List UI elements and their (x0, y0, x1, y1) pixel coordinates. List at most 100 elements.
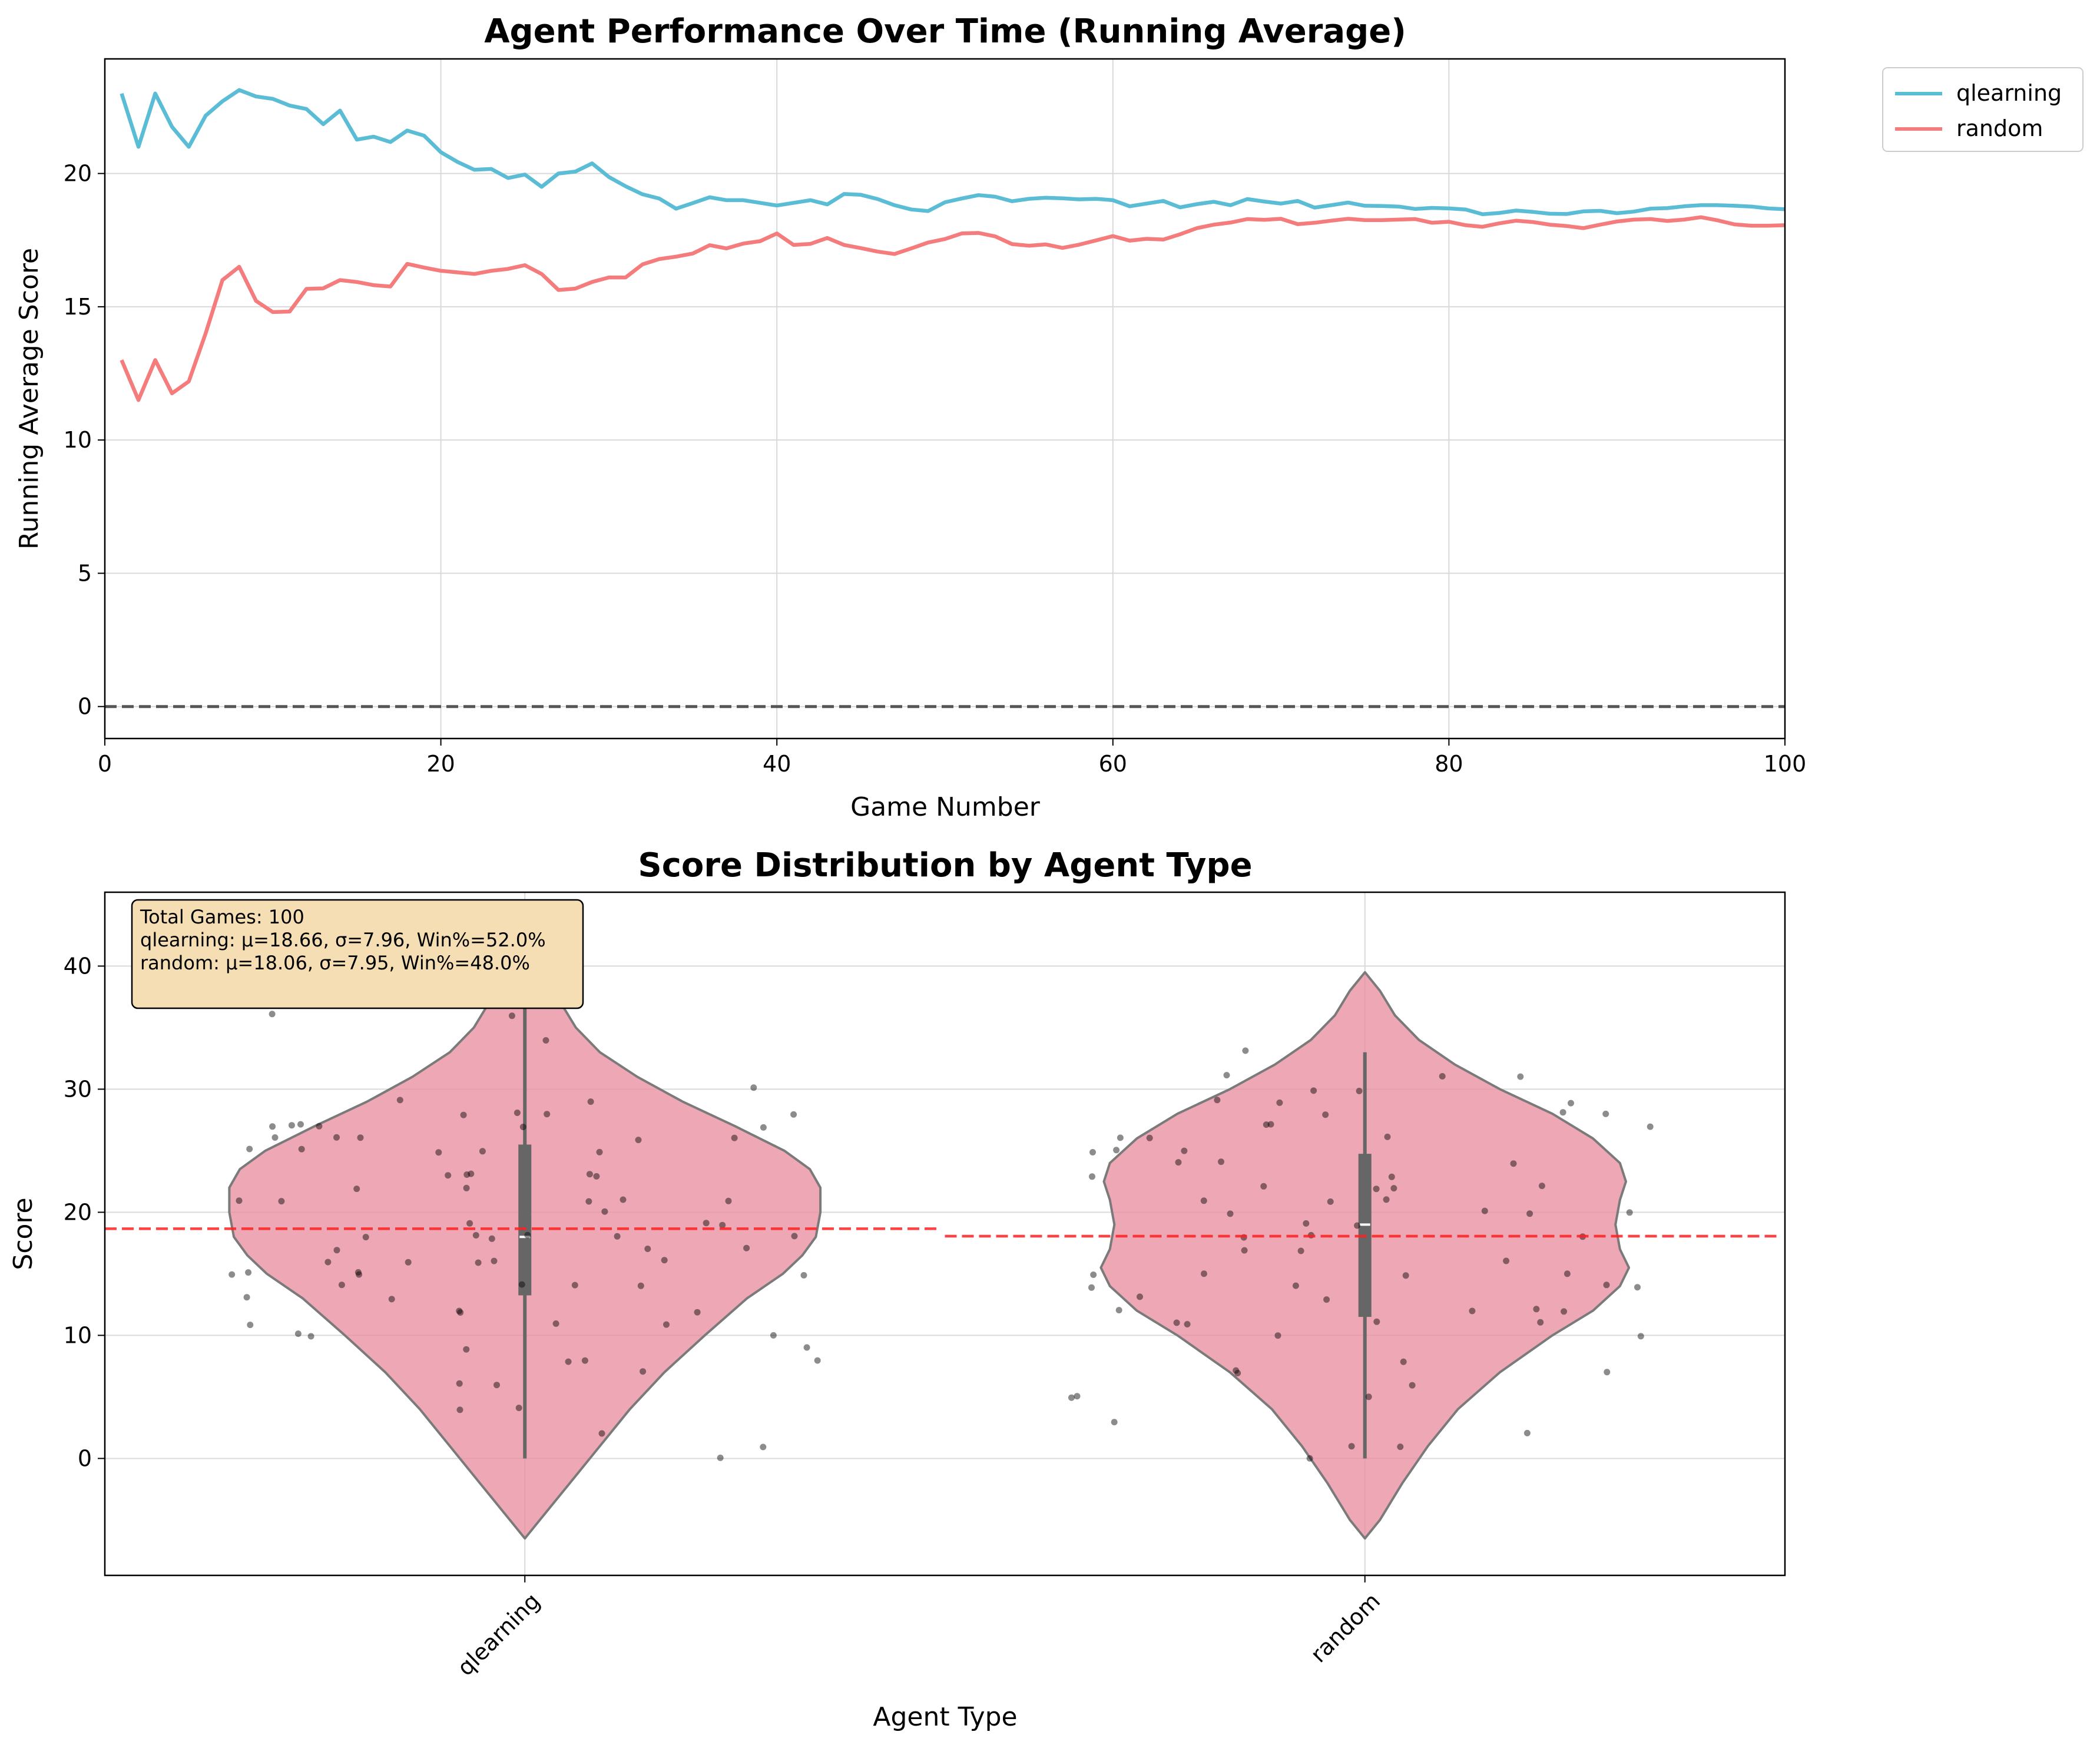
violin-point-random (1469, 1307, 1476, 1314)
violin-point-qlearning (456, 1307, 463, 1314)
violin-point-qlearning (405, 1259, 412, 1266)
violin-point-qlearning (637, 1282, 644, 1289)
violin-point-random (1276, 1099, 1283, 1106)
violin-point-qlearning (515, 1405, 522, 1412)
line-chart-y-tick-label: 0 (78, 694, 92, 720)
line-chart-title: Agent Performance Over Time (Running Ave… (484, 12, 1406, 51)
violin-point-qlearning (269, 1011, 276, 1018)
violin-point-qlearning (297, 1121, 304, 1128)
violin-point-qlearning (770, 1332, 777, 1339)
violin-point-random (1561, 1308, 1568, 1315)
violin-point-qlearning (743, 1244, 750, 1251)
violin-point-random (1409, 1382, 1416, 1389)
line-chart-ticks: 0 20 40 60 80 100 0 5 10 15 20 (64, 161, 1807, 777)
violin-point-qlearning (750, 1084, 757, 1091)
violin-point-random (1373, 1318, 1380, 1325)
violin-point-qlearning (356, 1271, 363, 1278)
violin-point-random (1223, 1072, 1230, 1079)
violin-point-random (1227, 1210, 1234, 1217)
line-chart-x-axis-label: Game Number (850, 792, 1041, 822)
violin-point-random (1517, 1073, 1524, 1080)
violin-point-random (1647, 1123, 1654, 1130)
line-chart-y-tick-label: 20 (64, 161, 92, 187)
violin-point-qlearning (703, 1220, 710, 1227)
violin-point-random (1274, 1332, 1281, 1339)
violin-point-qlearning (479, 1148, 486, 1155)
violin-point-qlearning (491, 1257, 498, 1264)
violin-point-random (1173, 1319, 1180, 1326)
violin-point-qlearning (457, 1309, 464, 1316)
violin-point-random (1626, 1209, 1633, 1216)
violin-point-qlearning (288, 1122, 295, 1129)
violin-point-qlearning (803, 1344, 810, 1351)
violin-point-random (1384, 1133, 1391, 1140)
line-chart-y-tick-label: 15 (64, 294, 92, 320)
violin-chart-y-tick-label: 20 (64, 1199, 92, 1225)
violin-point-qlearning (463, 1171, 471, 1178)
violin-point-random (1373, 1186, 1380, 1193)
violin-point-random (1088, 1284, 1095, 1291)
violin-point-qlearning (644, 1246, 651, 1252)
violin-point-random (1113, 1147, 1120, 1154)
violin-point-qlearning (460, 1111, 467, 1118)
violin-point-random (1068, 1394, 1075, 1401)
stats-info-line-random: random: μ=18.06, σ=7.95, Win%=48.0% (140, 952, 530, 974)
line-chart-y-axis-label: Running Average Score (14, 248, 44, 549)
violin-chart-panel: Score Distribution by Agent Type 0 10 20 30… (8, 846, 1786, 1732)
violin-point-random (1306, 1455, 1313, 1462)
violin-point-qlearning (388, 1296, 395, 1303)
violin-point-random (1602, 1110, 1609, 1117)
violin-point-random (1137, 1293, 1143, 1300)
violin-point-random (1634, 1284, 1641, 1291)
violin-point-qlearning (593, 1173, 600, 1180)
violin-point-qlearning (542, 1037, 549, 1044)
violin-point-random (1201, 1270, 1207, 1277)
violin-iqr-box-qlearning (518, 1144, 532, 1296)
violin-point-random (1292, 1282, 1299, 1289)
violin-point-qlearning (508, 1012, 515, 1019)
violin-point-qlearning (396, 1097, 403, 1104)
violin-point-random (1241, 1247, 1248, 1254)
violin-chart-y-tick-label: 0 (78, 1445, 92, 1471)
violin-point-random (1481, 1207, 1488, 1214)
violin-point-random (1637, 1333, 1644, 1340)
violin-point-qlearning (271, 1134, 279, 1141)
violin-point-random (1356, 1088, 1363, 1094)
violin-point-random (1115, 1307, 1122, 1314)
violin-point-qlearning (587, 1098, 594, 1105)
violin-point-qlearning (565, 1358, 572, 1365)
violin-point-qlearning (493, 1382, 500, 1389)
violin-point-random (1089, 1173, 1095, 1180)
violin-chart-y-axis-label: Score (8, 1197, 38, 1270)
violin-point-qlearning (661, 1257, 668, 1264)
violin-point-qlearning (791, 1233, 798, 1240)
violin-point-qlearning (236, 1197, 243, 1204)
violin-point-qlearning (353, 1186, 360, 1193)
violin-point-random (1559, 1109, 1566, 1116)
violin-point-qlearning (294, 1330, 302, 1337)
violin-point-qlearning (519, 1124, 526, 1130)
violin-point-random (1348, 1443, 1355, 1450)
violin-point-random (1402, 1272, 1409, 1279)
violin-point-qlearning (362, 1234, 369, 1241)
violin-point-random (1523, 1429, 1531, 1436)
violin-point-random (1397, 1443, 1404, 1451)
violin-point-qlearning (316, 1123, 323, 1130)
violin-point-random (1538, 1183, 1545, 1190)
violin-point-random (1242, 1047, 1249, 1054)
violin-point-qlearning (324, 1259, 332, 1266)
stats-info-box: Total Games: 100 qlearning: μ=18.66, σ=7… (131, 899, 584, 1009)
violin-point-qlearning (586, 1171, 593, 1178)
violin-point-random (1089, 1149, 1096, 1155)
violin-chart-y-tick-label: 10 (64, 1322, 92, 1348)
violin-point-qlearning (725, 1197, 732, 1204)
violin-point-random (1234, 1370, 1241, 1376)
violin-point-qlearning (245, 1269, 252, 1276)
violin-point-qlearning (601, 1208, 608, 1215)
line-chart-y-tick-label: 5 (78, 560, 92, 586)
violin-point-qlearning (518, 1281, 525, 1288)
violin-point-qlearning (760, 1443, 767, 1451)
line-series-random (120, 215, 1786, 402)
violin-point-qlearning (800, 1272, 807, 1279)
